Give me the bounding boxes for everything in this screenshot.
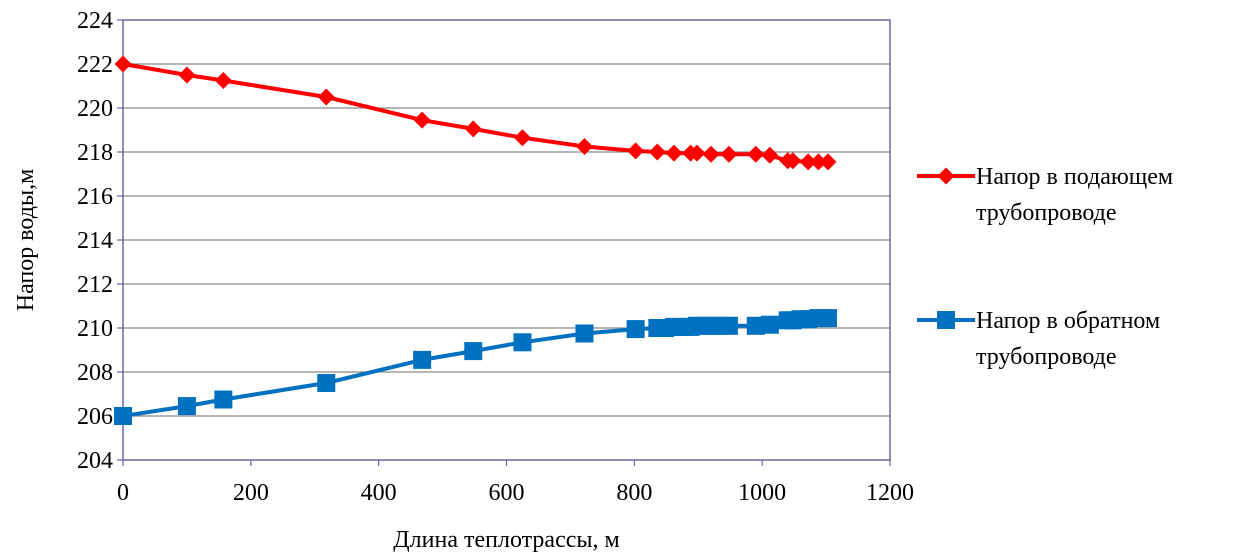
data-point	[317, 88, 335, 106]
y-tick-label: 204	[77, 448, 113, 474]
data-point	[317, 374, 336, 392]
data-point	[665, 144, 683, 162]
data-point	[761, 146, 779, 164]
legend-item: Напор в обратном трубопроводе	[917, 308, 1160, 370]
y-axis-title: Напор воды,м	[13, 169, 39, 312]
data-point	[413, 350, 432, 369]
x-tick-label: 0	[117, 480, 129, 506]
data-point	[575, 138, 593, 155]
data-point	[747, 145, 765, 163]
data-point	[688, 144, 706, 162]
data-point	[702, 145, 720, 163]
data-point	[178, 66, 196, 84]
y-tick-label: 216	[77, 184, 113, 210]
y-tick-label: 222	[77, 52, 113, 78]
legend-label: трубопроводе	[976, 200, 1117, 226]
y-tick-label: 218	[77, 140, 113, 166]
series-group	[114, 55, 837, 171]
data-point	[819, 309, 838, 328]
data-point	[464, 120, 482, 138]
x-axis-title: Длина теплотрассы, м	[393, 527, 619, 553]
series-layer	[114, 55, 838, 425]
series-group	[114, 309, 838, 425]
x-tick-label: 1200	[866, 480, 914, 506]
data-point	[464, 342, 483, 361]
data-point	[214, 72, 232, 89]
data-point	[513, 333, 532, 352]
legend-marker	[937, 311, 955, 329]
data-point	[513, 129, 531, 147]
data-point	[719, 316, 738, 335]
data-point	[177, 397, 196, 416]
y-tick-label: 206	[77, 404, 113, 430]
data-point	[784, 152, 802, 170]
data-point	[746, 316, 765, 335]
data-point	[214, 390, 233, 409]
x-axis-ticks: 0 200 400 600 800 1000 1200	[117, 460, 914, 506]
y-tick-label: 220	[77, 96, 113, 122]
legend-label: Напор в подающем	[976, 164, 1173, 190]
x-tick-label: 400	[361, 480, 397, 506]
data-point	[809, 153, 827, 171]
y-tick-label: 212	[77, 272, 113, 298]
data-point	[627, 142, 645, 160]
data-point	[720, 145, 738, 163]
y-tick-label: 224	[77, 8, 113, 34]
data-point	[575, 324, 594, 343]
gridlines	[123, 63, 890, 417]
data-point	[626, 320, 645, 339]
y-tick-label: 214	[77, 228, 113, 254]
x-tick-label: 1000	[738, 480, 786, 506]
data-point	[114, 55, 132, 73]
data-point	[819, 153, 837, 171]
data-point	[760, 315, 779, 334]
y-tick-label: 210	[77, 316, 113, 342]
legend-item: Напор в подающем трубопроводе	[917, 164, 1173, 226]
data-point	[413, 111, 431, 129]
y-tick-label: 208	[77, 360, 113, 386]
data-point	[799, 153, 817, 171]
y-axis-ticks: 204 206 208 210 212 214 216 218 220 222 224	[77, 8, 123, 474]
legend-label: Напор в обратном	[976, 308, 1160, 334]
x-tick-label: 600	[489, 480, 525, 506]
legend-marker	[937, 167, 955, 185]
x-tick-label: 800	[616, 480, 652, 506]
x-tick-label: 200	[233, 480, 269, 506]
data-point	[114, 407, 132, 425]
data-point	[648, 143, 666, 161]
legend-label: трубопроводе	[976, 344, 1117, 370]
